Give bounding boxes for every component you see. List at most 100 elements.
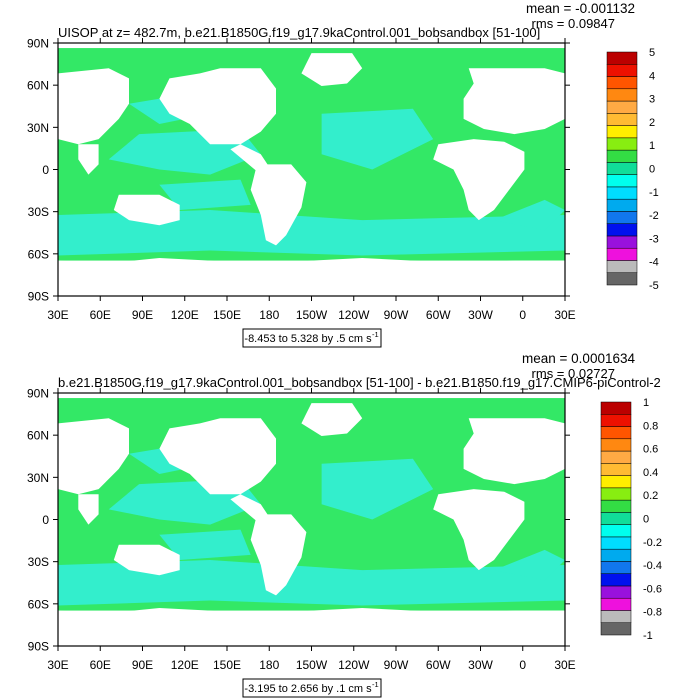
land-antarctica: [58, 608, 565, 646]
x-tick-label: 180: [259, 308, 279, 322]
y-tick-label: 30N: [27, 121, 49, 135]
x-tick-label: 90W: [384, 308, 409, 322]
colorbar-label: -5: [649, 280, 659, 292]
land-africa: [433, 489, 525, 571]
y-tick-label: 90S: [28, 640, 49, 654]
x-tick-label: 30E: [554, 308, 575, 322]
x-tick-label: 30W: [468, 658, 493, 672]
x-tick-label: 30E: [554, 658, 575, 672]
colorbar-swatch: [606, 88, 638, 102]
x-tick-label: 90E: [132, 658, 153, 672]
colorbar-label: -3: [649, 233, 659, 245]
x-tick-label: 150W: [296, 658, 328, 672]
colorbar-swatch: [600, 414, 632, 427]
colorbar-label: -0.4: [643, 560, 662, 572]
land-asia-east: [58, 418, 129, 495]
land-antarctica: [58, 258, 565, 296]
stat-mean: mean = -0.001132: [526, 1, 635, 16]
colorbar-label: 0.6: [643, 444, 658, 456]
y-tick-label: 90N: [27, 387, 49, 401]
colorbar-swatch: [600, 401, 632, 415]
x-tick-label: 150E: [213, 308, 241, 322]
colorbar-swatch: [606, 223, 638, 237]
x-tick-label: 120E: [171, 308, 199, 322]
colorbar-swatch: [600, 536, 632, 550]
colorbar-swatch: [606, 247, 638, 261]
stat-rms: rms = 0.02727: [532, 366, 615, 381]
colorbar-swatch: [606, 162, 638, 175]
y-tick-label: 60S: [28, 247, 49, 261]
colorbar-swatch: [600, 524, 632, 538]
colorbar-label: 4: [649, 70, 655, 82]
land-north-america: [159, 418, 276, 495]
colorbar-label: 0: [649, 164, 655, 176]
land-eurasia-west: [463, 418, 565, 485]
colorbar-swatch: [606, 211, 638, 224]
land-australia: [113, 194, 180, 226]
colorbar-label: -1: [649, 187, 659, 199]
colorbar-swatch: [606, 100, 638, 114]
colorbar-swatch: [600, 622, 632, 636]
colorbar-label: -4: [649, 257, 659, 269]
colorbar-label: 2: [649, 117, 655, 129]
colorbar-swatch: [606, 149, 638, 163]
y-tick-label: 0: [42, 513, 49, 527]
colorbar-label: -0.6: [643, 583, 662, 595]
x-tick-label: 60W: [426, 308, 451, 322]
x-tick-label: 30W: [468, 308, 493, 322]
y-tick-label: 90S: [28, 290, 49, 304]
land-eurasia-west: [463, 68, 565, 135]
y-tick-label: 60N: [27, 429, 49, 443]
colorbar-swatch: [600, 573, 632, 587]
land-greenland: [301, 403, 363, 436]
atlantic-band: [321, 108, 434, 170]
colorbar-swatch: [600, 561, 632, 574]
x-tick-label: 60E: [90, 658, 111, 672]
colorbar-label: 0: [643, 514, 649, 526]
x-tick-label: 120W: [338, 658, 370, 672]
y-tick-label: 60N: [27, 79, 49, 93]
indian-band: [494, 549, 565, 581]
colorbar-swatch: [606, 76, 638, 90]
land-india: [78, 494, 99, 525]
x-tick-label: 90W: [384, 658, 409, 672]
colorbar-swatch: [600, 585, 632, 599]
land-south-america: [250, 514, 307, 596]
colorbar-label: 5: [649, 47, 655, 59]
colorbar-swatch: [606, 174, 638, 188]
land-greenland: [301, 53, 363, 86]
y-tick-label: 30S: [28, 555, 49, 569]
stat-mean: mean = 0.0001634: [522, 351, 635, 366]
land-south-america: [250, 164, 307, 246]
colorbar-swatch: [606, 186, 638, 200]
y-tick-label: 0: [42, 163, 49, 177]
land-asia-east: [58, 68, 129, 145]
x-tick-label: 0: [519, 658, 526, 672]
contour-unit-exponent: -1: [372, 680, 379, 689]
colorbar-swatch: [600, 426, 632, 440]
colorbar-swatch: [606, 137, 638, 151]
colorbar-label: 3: [649, 94, 655, 106]
colorbar-swatch: [600, 475, 632, 489]
colorbar-swatch: [600, 512, 632, 525]
x-tick-label: 150E: [213, 658, 241, 672]
chart-panel-2: b.e21.B1850G.f19_g17.9kaControl.001_bobs…: [27, 351, 662, 698]
y-tick-label: 90N: [27, 37, 49, 51]
colorbar-label: 0.2: [643, 490, 658, 502]
x-tick-label: 60E: [90, 308, 111, 322]
colorbar-swatch: [600, 450, 632, 464]
pacific-south-band: [159, 529, 251, 560]
stat-rms: rms = 0.09847: [532, 16, 615, 31]
colorbar-swatch: [606, 125, 638, 139]
colorbar-swatch: [606, 51, 638, 65]
colorbar-label: -2: [649, 210, 659, 222]
southern-ocean-band: [58, 210, 565, 256]
colorbar-swatch: [600, 499, 632, 513]
x-tick-label: 90E: [132, 308, 153, 322]
contour-info-box: [242, 328, 382, 348]
colorbar-swatch: [600, 463, 632, 476]
x-tick-label: 60W: [426, 658, 451, 672]
colorbar-label: 1: [649, 140, 655, 152]
x-tick-label: 120E: [171, 658, 199, 672]
